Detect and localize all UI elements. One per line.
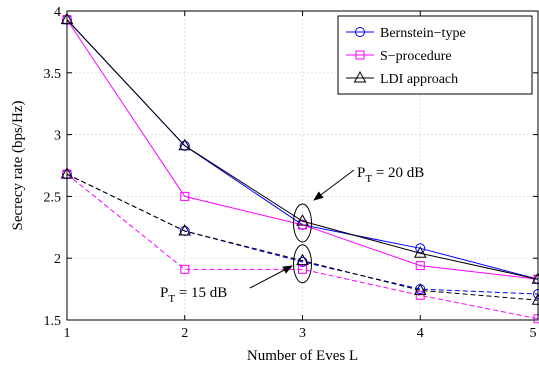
data-point — [180, 191, 190, 201]
y-axis-label: Secrecy rate (bps/Hz) — [10, 101, 26, 231]
annotation-label: PT = 15 dB — [160, 285, 227, 305]
series-line — [66, 173, 539, 320]
data-point — [298, 264, 307, 274]
series-3 — [60, 12, 539, 284]
data-point — [413, 246, 427, 258]
legend: Bernstein−type S−procedure LDI approach — [337, 15, 533, 95]
x-tick-label: 1 — [64, 326, 71, 341]
x-axis-label: Number of Eves L — [247, 348, 358, 364]
data-point — [296, 214, 309, 226]
legend-entry: Bernstein−type — [346, 26, 466, 41]
data-point — [415, 290, 425, 300]
annotation-arrow — [313, 169, 355, 201]
x-tick-label: 5 — [530, 326, 537, 341]
series-4 — [62, 169, 539, 300]
y-tick-label: 1.5 — [44, 314, 62, 329]
legend-label: S−procedure — [380, 49, 452, 64]
x-tick-label: 2 — [181, 326, 188, 341]
annotation-label-main: P — [357, 165, 365, 181]
series-line — [66, 19, 539, 280]
annotation-label: PT = 20 dB — [357, 165, 424, 185]
series-5 — [62, 169, 539, 324]
annotation-label-sub: T — [168, 293, 175, 305]
x-tick-label: 3 — [299, 326, 306, 341]
axis-ticks: 1 2 3 4 5 1.5 2 2.5 3 3.5 4 — [44, 5, 539, 341]
legend-marker — [355, 50, 365, 60]
annotation-arrow — [249, 265, 293, 289]
legend-entry: S−procedure — [346, 49, 452, 64]
data-point — [180, 264, 190, 274]
annotation-label-rest: = 15 dB — [175, 285, 227, 301]
series-line — [66, 173, 539, 301]
y-tick-label: 4 — [54, 5, 61, 20]
series-layer — [60, 12, 539, 324]
y-tick-label: 2 — [54, 252, 61, 267]
series-line — [66, 173, 539, 295]
x-tick-label: 4 — [417, 326, 424, 341]
annotation-label-main: P — [160, 285, 168, 301]
legend-marker — [353, 70, 367, 83]
annotation-label-rest: = 20 dB — [372, 165, 424, 181]
legend-label: LDI approach — [380, 72, 458, 87]
data-point — [296, 253, 309, 266]
data-point — [413, 283, 427, 295]
annotation-ellipse — [293, 244, 312, 284]
y-tick-label: 2.5 — [44, 190, 62, 205]
annotation-ellipse — [293, 203, 312, 243]
series-6 — [60, 167, 539, 305]
data-point — [178, 138, 192, 151]
legend-marker — [355, 27, 365, 37]
legend-label: Bernstein−type — [380, 26, 466, 41]
legend-entry: LDI approach — [346, 70, 458, 87]
annotation-label-sub: T — [365, 173, 372, 185]
data-point — [415, 261, 425, 271]
data-point — [178, 223, 192, 236]
y-tick-label: 3.5 — [44, 67, 62, 82]
y-tick-label: 3 — [54, 129, 61, 144]
